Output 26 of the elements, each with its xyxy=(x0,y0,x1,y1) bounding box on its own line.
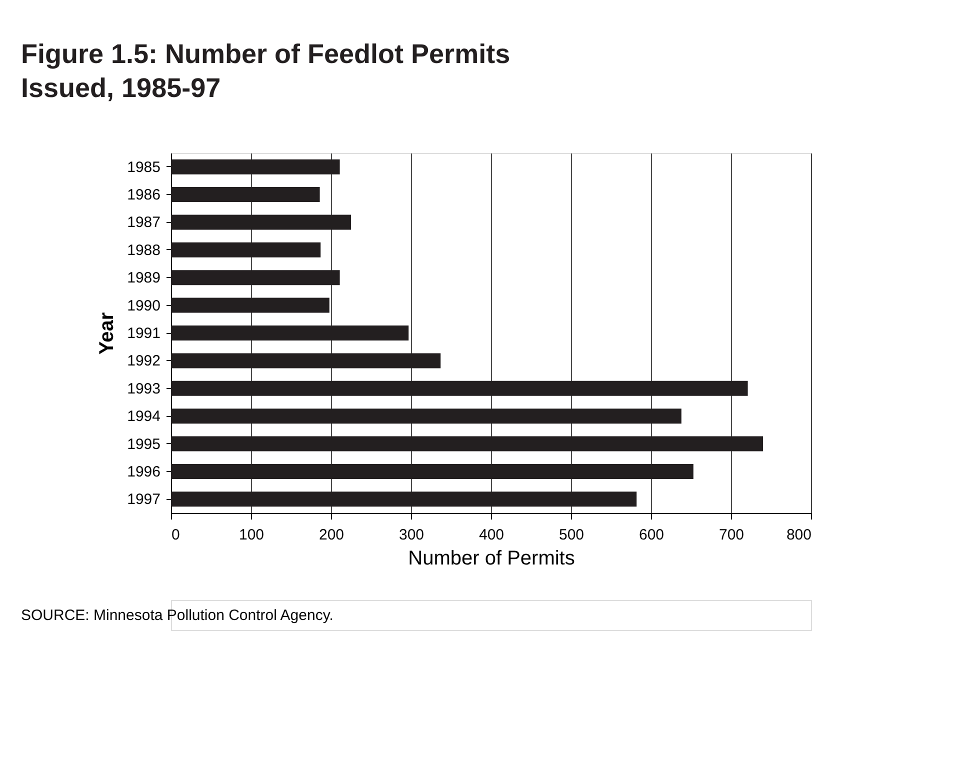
y-tick-label: 1994 xyxy=(127,408,160,426)
x-tick-label: 800 xyxy=(786,526,812,544)
y-tick-label: 1995 xyxy=(127,436,160,453)
x-axis-title: Number of Permits xyxy=(408,548,575,570)
x-tick-label: 200 xyxy=(318,526,344,544)
y-axis-title: Year xyxy=(96,312,118,355)
y-tick-label: 1986 xyxy=(127,186,160,204)
source-note: SOURCE: Minnesota Pollution Control Agency. xyxy=(21,607,334,624)
x-tick-label: 300 xyxy=(398,526,424,544)
y-tick-label: 1997 xyxy=(127,491,160,508)
y-tick-label: 1992 xyxy=(127,352,160,370)
y-tick-label: 1990 xyxy=(127,297,160,314)
x-tick-label: 400 xyxy=(478,526,504,544)
x-tick-label: 700 xyxy=(718,526,744,544)
x-tick-label: 500 xyxy=(558,526,584,544)
y-tick-label: 1989 xyxy=(127,270,160,287)
x-tick-label: 100 xyxy=(238,526,264,544)
x-tick-label: 600 xyxy=(638,526,664,544)
y-tick-label: 1988 xyxy=(127,242,160,259)
y-tick-label: 1996 xyxy=(127,463,160,480)
chart-title: Figure 1.5: Number of Feedlot Permits Issued, 1985-97 xyxy=(21,39,510,103)
x-tick-label: 0 xyxy=(172,526,180,544)
y-tick-label: 1987 xyxy=(127,214,160,232)
y-tick-label: 1993 xyxy=(127,380,160,398)
y-tick-label: 1985 xyxy=(127,158,160,176)
y-tick-label: 1991 xyxy=(127,325,160,342)
